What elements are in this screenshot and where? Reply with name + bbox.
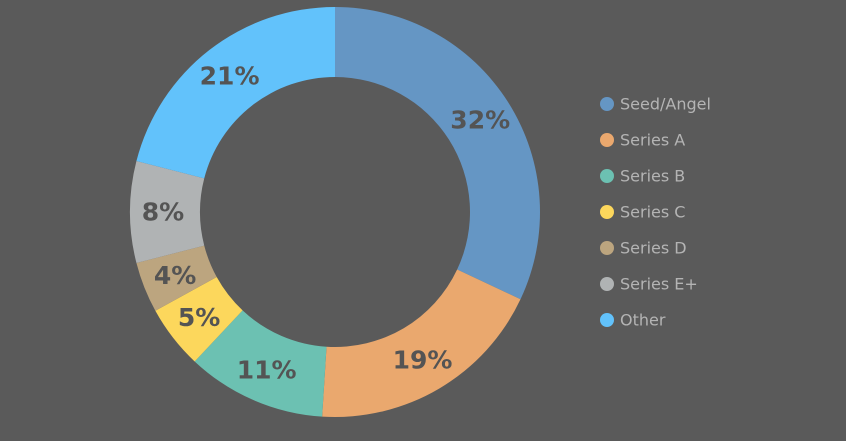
legend-item-other: Other bbox=[600, 311, 666, 330]
slice-label-series-b: 11% bbox=[237, 355, 297, 384]
slice-series-b bbox=[194, 310, 327, 417]
slice-series-d bbox=[136, 245, 217, 311]
legend-label: Series D bbox=[620, 239, 687, 258]
legend-item-seed-angel: Seed/Angel bbox=[600, 95, 711, 114]
legend-label: Series B bbox=[620, 167, 685, 186]
donut-slices bbox=[129, 7, 541, 417]
legend-swatch bbox=[600, 97, 614, 111]
legend-item-series-c: Series C bbox=[600, 203, 685, 222]
legend-label: Other bbox=[620, 311, 666, 330]
legend-item-series-b: Series B bbox=[600, 167, 685, 186]
legend-item-series-e: Series E+ bbox=[600, 275, 698, 294]
legend-item-series-d: Series D bbox=[600, 239, 687, 258]
slice-series-e bbox=[129, 161, 205, 263]
slice-label-other: 21% bbox=[200, 62, 260, 91]
legend-label: Seed/Angel bbox=[620, 95, 711, 114]
legend: Seed/Angel Series A Series B Series C Series… bbox=[600, 95, 711, 330]
slice-labels: 32% 19% 11% 5% 4% 8% 21% bbox=[142, 62, 510, 385]
legend-item-series-a: Series A bbox=[600, 131, 685, 150]
legend-label: Series E+ bbox=[620, 275, 698, 294]
slice-label-series-c: 5% bbox=[178, 303, 220, 332]
legend-label: Series C bbox=[620, 203, 685, 222]
slice-other bbox=[136, 7, 335, 179]
legend-swatch bbox=[600, 277, 614, 291]
legend-swatch bbox=[600, 205, 614, 219]
slice-series-c bbox=[155, 277, 243, 362]
legend-label: Series A bbox=[620, 131, 685, 150]
legend-swatch bbox=[600, 241, 614, 255]
slice-series-a bbox=[322, 269, 521, 417]
slice-label-series-a: 19% bbox=[393, 346, 453, 375]
slice-seed-angel bbox=[335, 7, 541, 300]
legend-swatch bbox=[600, 133, 614, 147]
legend-swatch bbox=[600, 313, 614, 327]
slice-label-series-d: 4% bbox=[154, 261, 196, 290]
legend-swatch bbox=[600, 169, 614, 183]
slice-label-series-e: 8% bbox=[142, 198, 184, 227]
slice-label-seed-angel: 32% bbox=[450, 105, 510, 134]
